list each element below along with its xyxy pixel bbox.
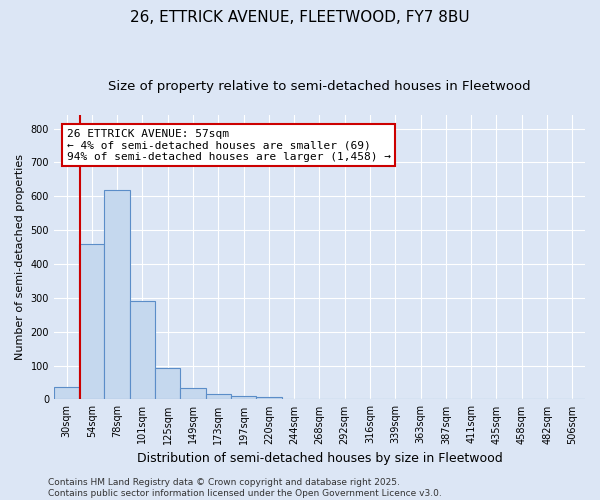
Bar [104, 190, 130, 400]
Bar [231, 396, 256, 400]
Bar [54, 386, 79, 400]
Bar [155, 368, 181, 400]
Y-axis label: Number of semi-detached properties: Number of semi-detached properties [15, 154, 25, 360]
X-axis label: Distribution of semi-detached houses by size in Fleetwood: Distribution of semi-detached houses by … [137, 452, 502, 465]
Bar [256, 398, 281, 400]
Bar [206, 394, 231, 400]
Text: 26 ETTRICK AVENUE: 57sqm
← 4% of semi-detached houses are smaller (69)
94% of se: 26 ETTRICK AVENUE: 57sqm ← 4% of semi-de… [67, 128, 391, 162]
Text: 26, ETTRICK AVENUE, FLEETWOOD, FY7 8BU: 26, ETTRICK AVENUE, FLEETWOOD, FY7 8BU [130, 10, 470, 25]
Bar [79, 244, 104, 400]
Bar [130, 301, 155, 400]
Text: Contains HM Land Registry data © Crown copyright and database right 2025.
Contai: Contains HM Land Registry data © Crown c… [48, 478, 442, 498]
Title: Size of property relative to semi-detached houses in Fleetwood: Size of property relative to semi-detach… [108, 80, 531, 93]
Bar [181, 388, 206, 400]
